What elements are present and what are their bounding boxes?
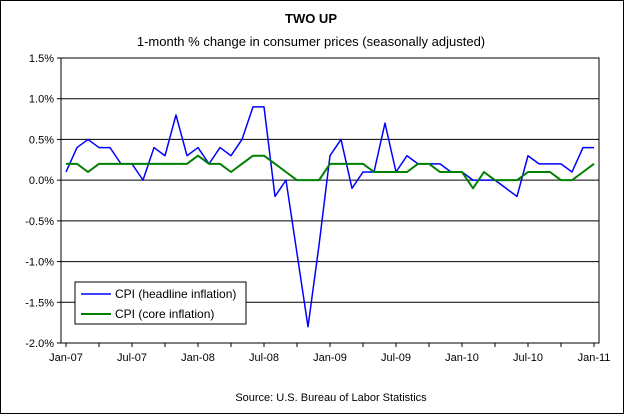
x-tick-label: Jul-08 — [249, 352, 279, 364]
y-tick-label: 0.0% — [29, 175, 54, 187]
chart-title: TWO UP — [285, 11, 337, 26]
x-tick-label: Jan-11 — [578, 352, 611, 364]
chart-source: Source: U.S. Bureau of Labor Statistics — [235, 392, 427, 404]
series-line-headline — [65, 106, 594, 328]
y-tick-label: -1.5% — [25, 297, 54, 309]
x-tick-label: Jul-10 — [513, 352, 543, 364]
y-tick-label: -2.0% — [25, 338, 54, 350]
y-tick-label: -1.0% — [25, 257, 54, 269]
x-axis-ticks: Jan-07 Jul-07 Jan-08 Jul-08 Jan-09 Jul-09 Jan-… — [49, 343, 610, 364]
x-tick-label: Jul-09 — [381, 352, 411, 364]
y-tick-label: 1.0% — [29, 94, 54, 106]
x-tick-label: Jan-10 — [445, 352, 479, 364]
legend-box — [74, 281, 247, 325]
x-tick-label: Jan-09 — [313, 352, 347, 364]
gridlines — [61, 98, 599, 303]
series-line-core — [66, 154, 595, 190]
y-axis-ticks: 1.5% 1.0% 0.5% 0.0% -0.5% -1.0% -1.5% -2.0% — [25, 53, 61, 350]
x-tick-label: Jan-08 — [181, 352, 215, 364]
legend: CPI (headline inflation) CPI (core infla… — [74, 281, 247, 325]
y-tick-label: 0.5% — [29, 134, 54, 146]
legend-label-headline: CPI (headline inflation) — [115, 287, 236, 301]
chart-subtitle: 1-month % change in consumer prices (sea… — [137, 34, 485, 49]
legend-label-core: CPI (core inflation) — [115, 307, 214, 321]
x-tick-label: Jan-07 — [49, 352, 83, 364]
x-tick-label: Jul-07 — [117, 352, 147, 364]
y-tick-label: 1.5% — [29, 53, 54, 65]
y-tick-label: -0.5% — [25, 216, 54, 228]
series-lines — [65, 106, 595, 328]
